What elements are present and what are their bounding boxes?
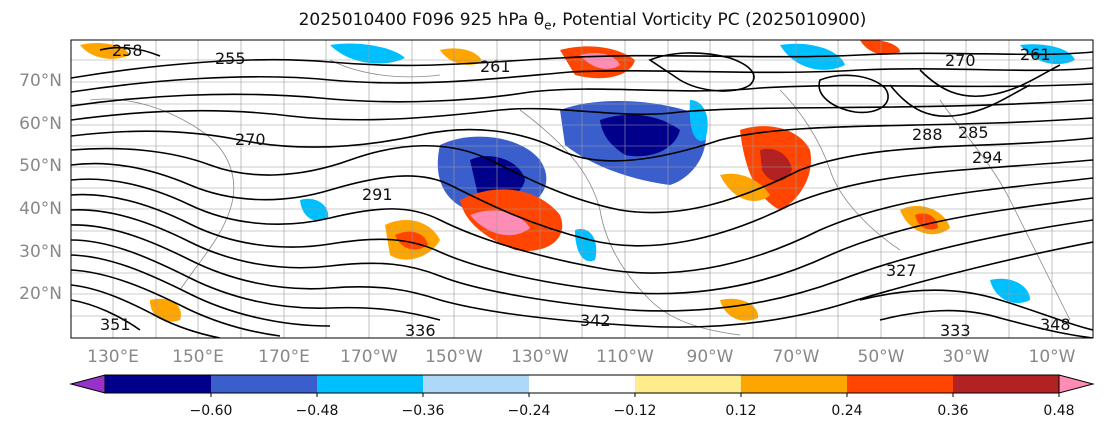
plot-title: 2025010400 F096 925 hPa θe, Potential Vo… (0, 10, 1105, 32)
contour-label-333: 333 (940, 321, 971, 340)
title-prefix: 2025010400 F096 925 hPa θ (298, 10, 545, 30)
contour-label-336: 336 (405, 321, 436, 340)
latitude-labels: 70°N 60°N 50°N 40°N 30°N 20°N (19, 71, 62, 304)
contour-label-270-west: 270 (235, 130, 266, 149)
contour-label-342: 342 (580, 311, 611, 330)
colorbar-tick-label: 0.12 (725, 403, 756, 419)
lat-label-30n: 30°N (19, 242, 62, 262)
contour-label-348: 348 (1040, 315, 1071, 334)
contour-label-255: 255 (215, 49, 246, 68)
colorbar-frame (104, 374, 1060, 394)
colorbar-tick-label: −0.48 (296, 403, 339, 419)
contour-label-270: 270 (945, 51, 976, 70)
colorbar-segment (105, 375, 212, 393)
colorbar-tick-label: 0.24 (831, 403, 862, 419)
colorbar-tick-label: −0.36 (402, 403, 445, 419)
colorbar-segment (529, 375, 636, 393)
lat-label-20n: 20°N (19, 284, 62, 304)
contour-labels: 258 255 261 270 261 270 288 285 294 291 … (100, 41, 1071, 340)
map-frame (70, 39, 1094, 339)
map-plot-area: 258 255 261 270 261 270 288 285 294 291 … (71, 40, 1093, 340)
colorbar-segment (423, 375, 530, 393)
longitude-labels: 130°E 150°E 170°E 170°W 150°W 130°W 110°… (87, 347, 1076, 367)
lon-label-150e: 150°E (172, 347, 224, 367)
lon-label-110w: 110°W (596, 347, 654, 367)
colorbar-tick-label: −0.24 (508, 403, 551, 419)
lon-label-130e: 130°E (87, 347, 139, 367)
theta-e-contours (71, 46, 1093, 338)
lat-label-50n: 50°N (19, 156, 62, 176)
contour-label-261-east: 261 (1020, 45, 1051, 64)
lon-label-170e: 170°E (258, 347, 310, 367)
colorbar-extend-low (69, 374, 106, 394)
contour-label-294: 294 (972, 148, 1003, 167)
lon-label-90w: 90°W (687, 347, 734, 367)
contour-label-285: 285 (958, 123, 989, 142)
colorbar-segment (635, 375, 742, 393)
lat-label-70n: 70°N (19, 71, 62, 91)
colorbar-segment (953, 375, 1060, 393)
title-suffix: , Potential Vorticity PC (2025010900) (551, 10, 867, 30)
contour-label-327: 327 (886, 261, 917, 280)
colorbar: −0.60 −0.48 −0.36 −0.24 −0.12 0.12 0.24 0.36 0.4… (69, 374, 1095, 419)
lon-label-70w: 70°W (773, 347, 820, 367)
contour-label-291: 291 (362, 185, 393, 204)
colorbar-tick-label: −0.12 (614, 403, 657, 419)
lat-label-40n: 40°N (19, 199, 62, 219)
title-subscript: e (544, 18, 552, 33)
contour-label-261: 261 (480, 57, 511, 76)
colorbar-tick-label: 0.48 (1043, 403, 1074, 419)
lon-label-50w: 50°W (858, 347, 905, 367)
colorbar-segment (741, 375, 848, 393)
colorbar-segment (211, 375, 318, 393)
colorbar-extend-high (1058, 374, 1095, 394)
lon-label-10w: 10°W (1029, 347, 1076, 367)
colorbar-segment (847, 375, 954, 393)
lon-label-130w: 130°W (511, 347, 569, 367)
colorbar-segment (317, 375, 424, 393)
lat-label-60n: 60°N (19, 114, 62, 134)
colorbar-tick-label: −0.60 (190, 403, 233, 419)
contour-label-258: 258 (112, 41, 143, 60)
colorbar-tick-label: 0.36 (937, 403, 968, 419)
contour-label-288: 288 (912, 125, 943, 144)
lon-label-150w: 150°W (425, 347, 483, 367)
lon-label-30w: 30°W (943, 347, 990, 367)
lon-label-170w: 170°W (340, 347, 398, 367)
contour-label-351: 351 (100, 315, 131, 334)
